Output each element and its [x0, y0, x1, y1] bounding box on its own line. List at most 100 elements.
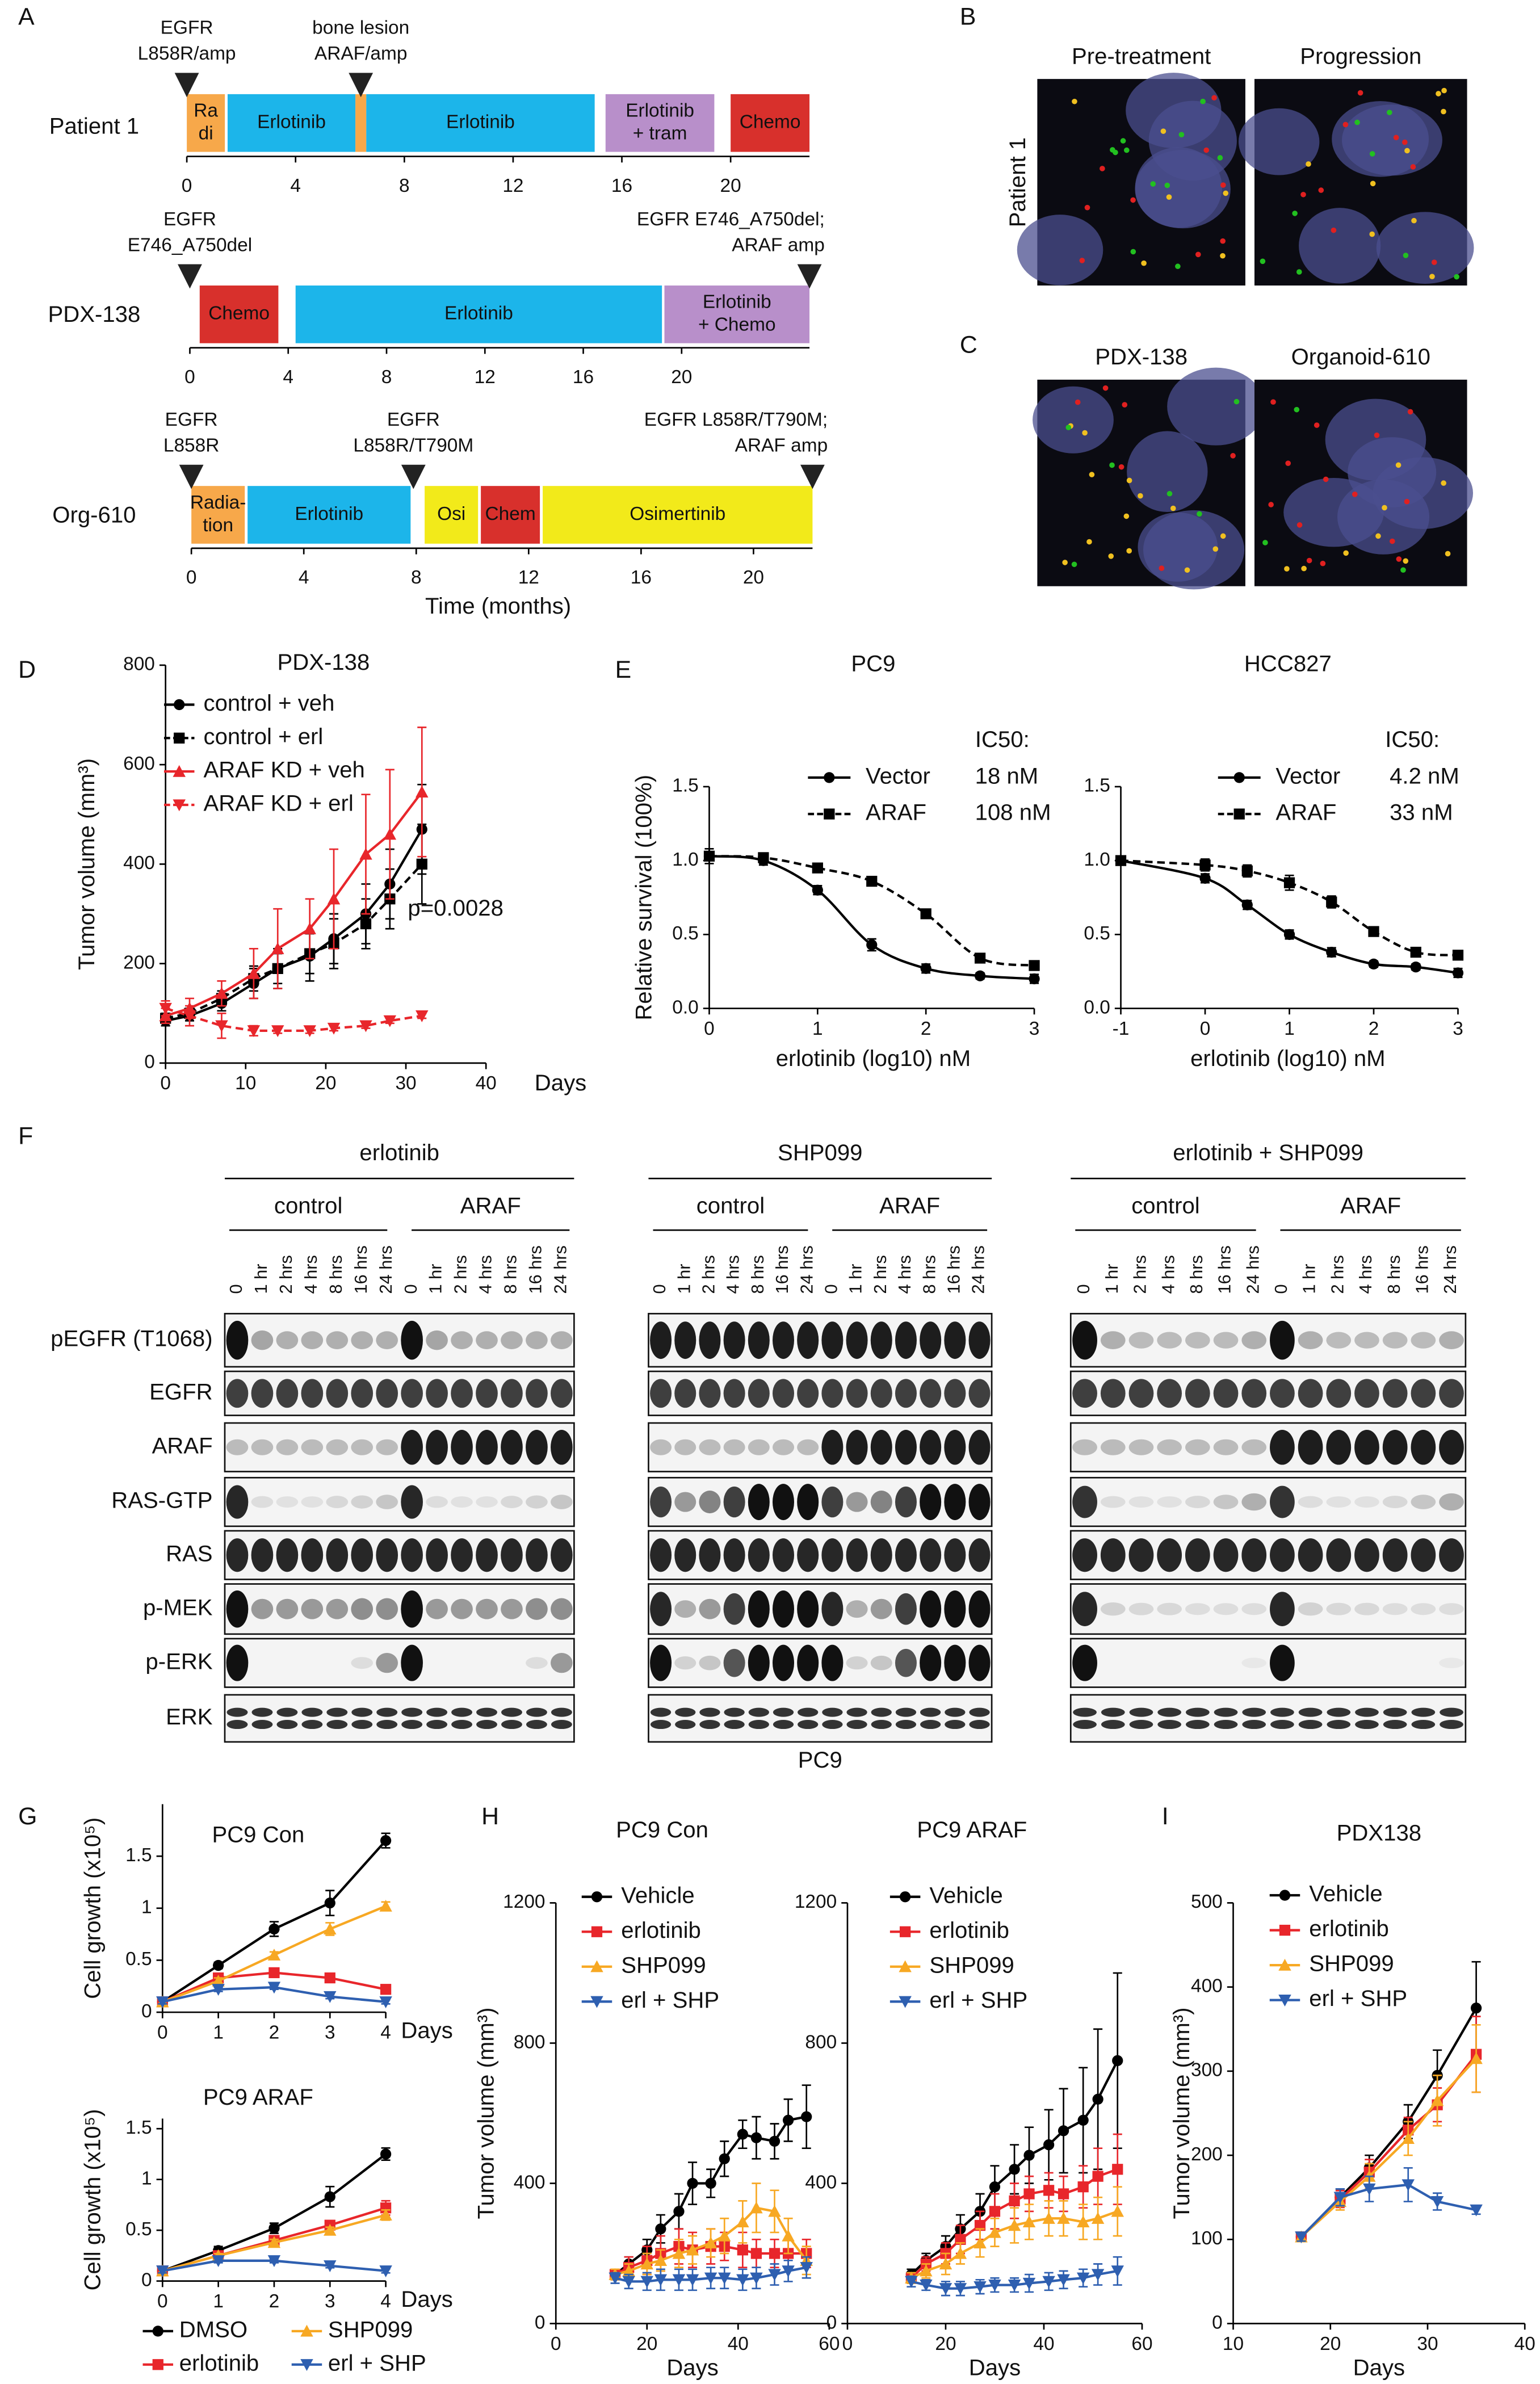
blot-band	[326, 1538, 349, 1572]
fish-signal	[1370, 181, 1376, 187]
blot-band	[773, 1379, 795, 1408]
fish-signal	[1159, 565, 1165, 571]
legend-marker	[300, 2359, 313, 2371]
fish-signal	[1441, 108, 1446, 115]
marker	[324, 1923, 337, 1935]
marker	[737, 2244, 748, 2256]
blot-band	[944, 1321, 966, 1359]
event-label: L858R	[163, 435, 220, 456]
blot-band	[723, 1538, 745, 1572]
cell-nucleus	[1033, 386, 1114, 454]
marker	[1058, 2188, 1069, 2200]
y-tick-label: 0.5	[672, 923, 698, 944]
fish-signal	[1217, 155, 1223, 161]
fish-signal	[1102, 385, 1109, 391]
x-axis-label: erlotinib (log10) nM	[776, 1046, 971, 1071]
marker	[801, 2111, 812, 2122]
legend-label: SHP099	[1309, 1951, 1394, 1976]
blot-band	[451, 1538, 473, 1572]
image-header: Pre-treatment	[1072, 43, 1211, 69]
marker	[267, 1949, 281, 1961]
treatment-segment	[227, 94, 356, 152]
blot-band	[1213, 1439, 1239, 1455]
blot-band	[501, 1720, 522, 1730]
marker	[380, 1835, 392, 1846]
blot-band	[1270, 1485, 1295, 1518]
marker	[360, 918, 372, 930]
blot-band	[650, 1592, 672, 1626]
blot-band	[1383, 1720, 1407, 1730]
blot-band	[276, 1496, 299, 1508]
x-axis-label: Days	[535, 1070, 586, 1096]
blot-band	[821, 1592, 844, 1626]
event-label: bone lesion	[312, 18, 409, 39]
fish-signal	[1150, 181, 1156, 187]
marker	[686, 2243, 699, 2256]
y-tick-label: 0.0	[1084, 997, 1110, 1018]
blot-band	[476, 1331, 498, 1350]
marker	[1241, 899, 1253, 910]
marker	[379, 1899, 392, 1912]
ic50-label: 4.2 nM	[1390, 763, 1459, 788]
blot-band	[1270, 1538, 1295, 1572]
lane-label: 16 hrs	[772, 1245, 792, 1294]
y-tick-label: 100	[1191, 2228, 1223, 2249]
blot-band	[1072, 1644, 1097, 1681]
blot-band	[376, 1379, 398, 1408]
blot-band	[650, 1707, 672, 1717]
blot-band	[401, 1485, 423, 1519]
lane-label: 2 hrs	[1327, 1255, 1347, 1294]
blot-row-label: EGFR	[149, 1379, 212, 1404]
blot-band	[1128, 1379, 1154, 1408]
lane-label: 8 hrs	[748, 1255, 767, 1294]
fish-signal	[1403, 558, 1409, 564]
event-marker	[797, 264, 822, 289]
segment-label: Erlotinib	[446, 112, 515, 133]
marker	[1430, 2094, 1444, 2106]
marker	[920, 963, 931, 974]
event-marker	[401, 464, 426, 489]
blot-band	[501, 1331, 523, 1350]
blot-band	[748, 1707, 769, 1717]
blot-band	[1128, 1496, 1154, 1508]
blot-band	[226, 1644, 249, 1681]
subgroup-label: ARAF	[1340, 1193, 1401, 1219]
blot-band	[1382, 1538, 1408, 1572]
marker	[769, 2135, 781, 2147]
legend-label: SHP099	[621, 1952, 706, 1978]
blot-strip	[224, 1312, 575, 1368]
blot-row-label: ERK	[166, 1704, 213, 1730]
blot-band	[376, 1439, 398, 1455]
blot-band	[1072, 1320, 1097, 1360]
blot-band	[1129, 1707, 1153, 1717]
fish-signal	[1122, 402, 1128, 408]
blot-band	[351, 1598, 374, 1620]
blot-band	[1382, 1603, 1408, 1615]
blot-band	[526, 1538, 548, 1572]
time-tick-label: 12	[518, 567, 539, 588]
blot-row-label: p-ERK	[145, 1648, 212, 1674]
marker	[416, 1010, 429, 1022]
marker	[655, 2223, 666, 2235]
event-label: EGFR	[165, 409, 218, 430]
blot-band	[301, 1379, 324, 1408]
cell-nucleus	[1126, 73, 1222, 148]
marker	[1092, 2171, 1103, 2182]
event-label: ARAF amp	[732, 234, 825, 255]
legend-marker	[899, 1926, 911, 1937]
blot-band	[451, 1720, 473, 1730]
fish-signal	[1175, 263, 1181, 270]
blot-band	[773, 1707, 794, 1717]
fish-signal	[1407, 409, 1413, 415]
marker	[1401, 2132, 1415, 2144]
lane-label: 1 hr	[1102, 1264, 1122, 1294]
blot-band	[476, 1429, 498, 1465]
blot-band	[748, 1379, 770, 1408]
legend-label: ARAF KD + erl	[204, 791, 354, 816]
marker	[1111, 2205, 1124, 2217]
blot-band	[326, 1439, 349, 1455]
chart-title: PC9 Con	[616, 1817, 708, 1842]
marker	[812, 884, 823, 896]
blot-band	[1100, 1379, 1126, 1408]
treatment-segment	[295, 285, 662, 343]
